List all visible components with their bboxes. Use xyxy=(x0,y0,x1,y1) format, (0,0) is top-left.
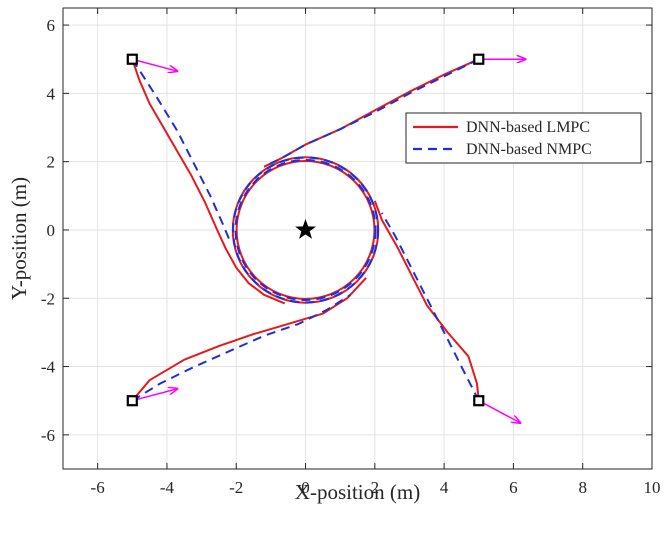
trajectories xyxy=(131,58,480,402)
trajectory-nmpc-0 xyxy=(131,58,232,244)
start-square-0 xyxy=(126,53,138,65)
markers xyxy=(126,53,526,423)
trajectory-lmpc-2 xyxy=(373,200,480,401)
y-axis-label: Y-position (m) xyxy=(7,177,31,300)
start-square-1 xyxy=(473,53,485,65)
x-tick-label: 6 xyxy=(509,478,518,497)
trajectory-nmpc-3 xyxy=(131,293,352,402)
legend-label-lmpc: DNN-based LMPC xyxy=(466,119,590,136)
trajectory-lmpc-3 xyxy=(131,277,367,402)
x-tick-label: 2 xyxy=(371,478,380,497)
x-tick-label: 0 xyxy=(301,478,310,497)
start-square-3 xyxy=(126,395,138,407)
x-tick-label: -2 xyxy=(229,478,243,497)
trajectory-nmpc-2 xyxy=(380,212,480,402)
legend-box xyxy=(405,112,642,164)
heading-arrow-0 xyxy=(132,58,177,71)
legend: DNN-based LMPC DNN-based NMPC xyxy=(405,112,642,164)
y-tick-label: -2 xyxy=(41,289,55,308)
x-tick-label: 4 xyxy=(440,478,449,497)
orbit-ring-nmpc xyxy=(232,156,379,304)
x-axis-label: X-position (m) xyxy=(295,480,420,504)
plot-area xyxy=(63,8,652,469)
ticks: -6 -4 -2 0 2 4 6 8 10 -6 -4 -2 0 2 4 6 xyxy=(41,8,661,497)
y-tick-label: 2 xyxy=(47,153,56,172)
orbit-ring-lmpc xyxy=(235,160,376,300)
target-star xyxy=(295,219,316,239)
plot-frame xyxy=(62,7,653,470)
x-tick-label: -4 xyxy=(160,478,175,497)
y-tick-label: 6 xyxy=(47,16,56,35)
trajectory-lmpc-0 xyxy=(131,58,286,305)
heading-arrow-3 xyxy=(132,389,177,402)
x-tick-label: 8 xyxy=(578,478,587,497)
x-tick-label: 10 xyxy=(644,478,661,497)
start-square-2 xyxy=(473,395,485,407)
y-tick-label: -6 xyxy=(41,426,55,445)
orbit-circle-nmpc xyxy=(234,158,377,301)
x-tick-label: -6 xyxy=(91,478,105,497)
y-tick-label: 4 xyxy=(47,84,56,103)
heading-arrow-2 xyxy=(478,400,521,423)
trajectory-nmpc-1 xyxy=(266,58,480,166)
y-tick-label: -4 xyxy=(41,358,56,377)
legend-label-nmpc: DNN-based NMPC xyxy=(466,141,592,158)
y-tick-label: 0 xyxy=(47,221,56,240)
